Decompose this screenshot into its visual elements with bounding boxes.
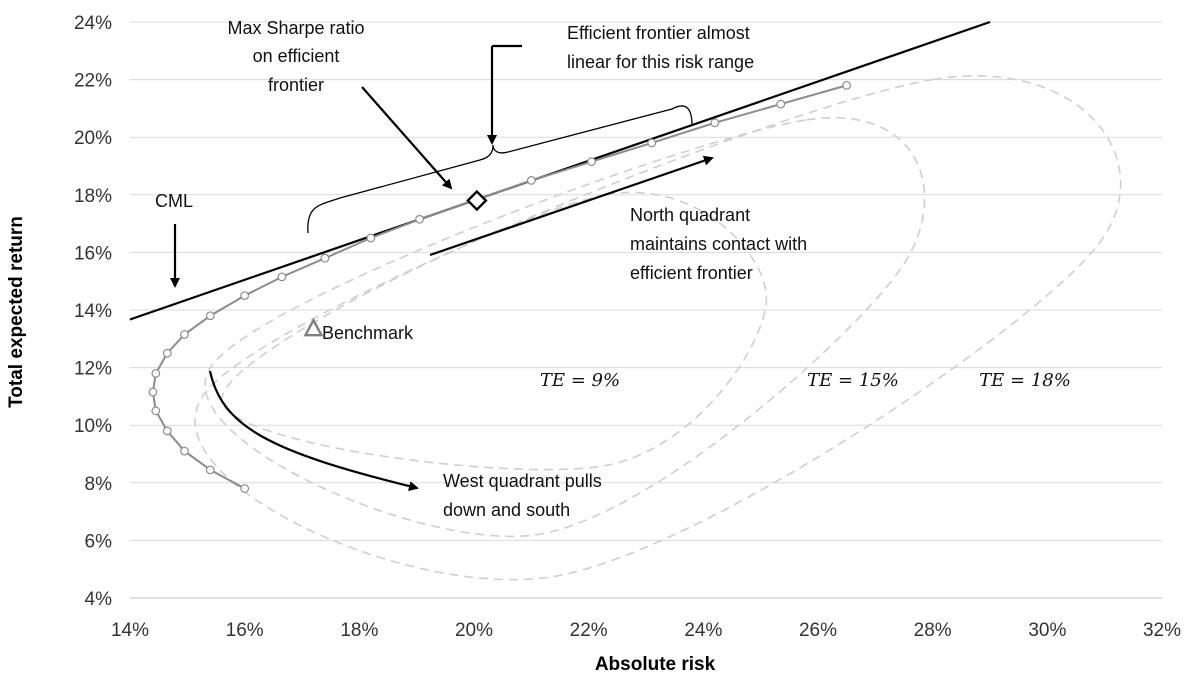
frontier-point [162, 426, 172, 436]
y-tick-label: 8% [85, 474, 113, 495]
y-tick-label: 10% [74, 416, 112, 437]
annotation-line: maintains contact with [630, 234, 807, 254]
x-tick-label: 26% [799, 620, 837, 641]
frontier-point [151, 368, 161, 378]
frontier-point [415, 214, 424, 224]
north-quadrant-arrow [429, 155, 714, 257]
y-tick-label: 24% [74, 13, 112, 34]
y-tick-label: 12% [74, 359, 112, 380]
annotation-max-sharpe: Max Sharpe ratio on efficient frontier [227, 18, 364, 95]
frontier-point [526, 175, 536, 185]
x-tick-label: 20% [455, 620, 493, 641]
curly-brace [307, 105, 693, 234]
y-tick-label: 6% [85, 531, 113, 552]
annotation-efficient-linear: Efficient frontier almost linear for thi… [567, 23, 754, 72]
x-tick-label: 16% [226, 620, 264, 641]
tracking-error-ellipses [194, 75, 1122, 581]
te-label-9: TE = 9% [540, 370, 620, 391]
annotation-line: efficient frontier [630, 263, 753, 283]
y-tick-label: 14% [74, 301, 112, 322]
y-tick-label: 20% [74, 128, 112, 149]
x-tick-label: 22% [570, 620, 608, 641]
max-sharpe-marker [466, 189, 488, 212]
annotation-line: West quadrant pulls [443, 471, 602, 491]
annotation-line: Efficient frontier almost [567, 23, 750, 43]
west-quadrant-arrow [208, 370, 419, 491]
frontier-point [205, 465, 215, 475]
annotation-cml: CML [155, 191, 193, 211]
annotation-line: frontier [268, 75, 324, 95]
annotation-north-quadrant: North quadrant maintains contact with ef… [630, 205, 807, 283]
y-tick-label: 4% [85, 589, 113, 610]
annotation-pointers [170, 44, 714, 491]
annotation-line: North quadrant [630, 205, 750, 225]
x-axis-title: Absolute risk [595, 654, 716, 675]
te-ellipse-18 [194, 75, 1122, 581]
te-label-18: TE = 18% [979, 370, 1071, 391]
frontier-point [240, 484, 250, 493]
y-tick-label: 16% [74, 243, 112, 264]
te-ellipse-15 [204, 117, 926, 538]
frontier-point [320, 253, 330, 263]
frontier-point [842, 80, 852, 90]
annotation-line: down and south [443, 500, 570, 520]
x-tick-label: 18% [340, 620, 378, 641]
te-label-15: TE = 15% [807, 370, 899, 391]
x-tick-label: 24% [684, 620, 722, 641]
y-axis-title: Total expected return [6, 216, 27, 408]
frontier-point [277, 272, 287, 282]
annotation-line: linear for this risk range [567, 52, 754, 72]
efficient-frontier-line [151, 84, 847, 490]
annotation-west-quadrant: West quadrant pulls down and south [443, 471, 602, 520]
frontier-point [366, 233, 376, 243]
frontier-point [180, 330, 189, 339]
x-tick-label: 14% [111, 620, 149, 641]
frontier-point [776, 99, 786, 109]
series-layer [129, 20, 991, 493]
frontier-point [180, 446, 189, 456]
max-sharpe-arrow [361, 86, 453, 190]
annotation-line: on efficient [253, 46, 340, 66]
x-tick-label: 30% [1028, 620, 1066, 641]
frontier-point [587, 157, 596, 167]
frontier-point [162, 348, 172, 358]
frontier-point [148, 387, 158, 397]
frontier-point [240, 291, 250, 301]
y-tick-label: 18% [74, 186, 112, 207]
benchmark-marker [303, 317, 324, 337]
frontier-point [710, 118, 720, 128]
x-tick-label: 28% [914, 620, 952, 641]
y-axis-ticks: 4% 6% 8% 10% 12% 14% 16% 18% 20% 22% 24% [74, 13, 112, 610]
frontier-point [151, 406, 161, 416]
benchmark-label: Benchmark [322, 323, 414, 343]
x-axis-ticks: 14% 16% 18% 20% 22% 24% 26% 28% 30% 32% [111, 620, 1181, 641]
y-tick-label: 22% [74, 71, 112, 92]
x-tick-label: 32% [1143, 620, 1181, 641]
annotation-line: Max Sharpe ratio [227, 18, 364, 38]
frontier-point [205, 311, 215, 321]
frontier-point [647, 138, 657, 148]
te-ellipse-9 [220, 191, 768, 471]
